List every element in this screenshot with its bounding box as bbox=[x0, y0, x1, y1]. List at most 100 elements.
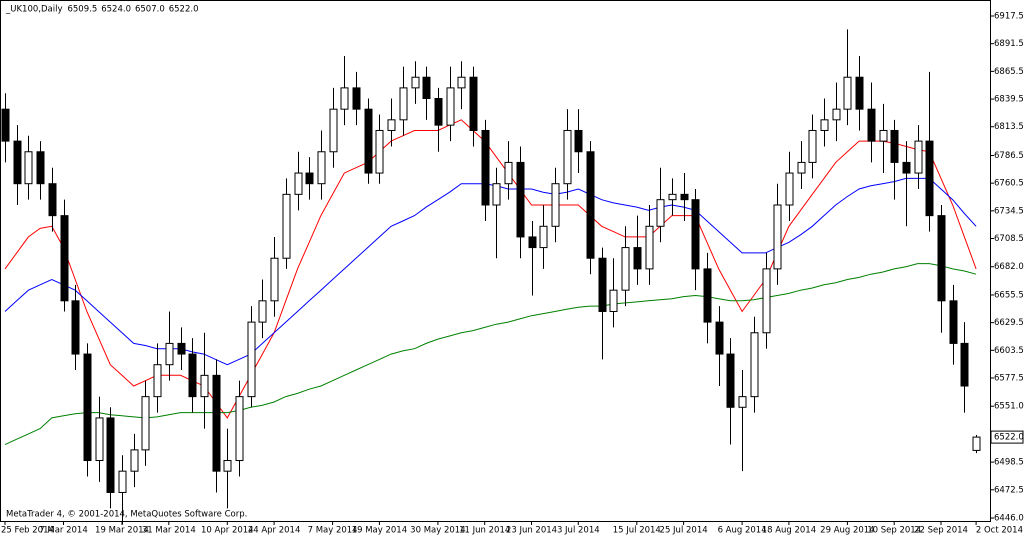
x-tick-label: 23 Jun 2014 bbox=[506, 526, 557, 536]
candle-body bbox=[1, 108, 10, 142]
x-tick-label: 10 Apr 2014 bbox=[201, 526, 254, 536]
candle-body bbox=[563, 129, 572, 185]
candle-body bbox=[879, 129, 888, 142]
candle-body bbox=[130, 449, 139, 472]
header-symbol: _UK100,Daily bbox=[5, 5, 62, 15]
x-tick-label: 7 May 2014 bbox=[308, 526, 358, 536]
candle-body bbox=[504, 161, 513, 185]
candle-body bbox=[738, 396, 747, 408]
candle-body bbox=[317, 151, 326, 185]
candle-body bbox=[399, 87, 408, 121]
candle-body bbox=[680, 193, 689, 201]
x-tick-label: 3 Jul 2014 bbox=[557, 526, 600, 536]
x-tick-label: 18 Aug 2014 bbox=[762, 526, 816, 536]
candle-body bbox=[586, 151, 595, 259]
candle-body bbox=[621, 247, 630, 291]
candle-body bbox=[843, 76, 852, 110]
candle-body bbox=[329, 108, 338, 153]
candle-body bbox=[446, 87, 455, 126]
x-tick-label: 30 May 2014 bbox=[410, 526, 465, 536]
candle-body bbox=[95, 417, 104, 462]
candle-body bbox=[609, 289, 618, 312]
candle-body bbox=[785, 172, 794, 206]
candle-body bbox=[153, 364, 162, 398]
candle-body bbox=[832, 108, 841, 121]
candle-body bbox=[177, 342, 186, 355]
header-value: 6507.0 bbox=[135, 5, 165, 15]
candle-body bbox=[434, 98, 443, 126]
candle-body bbox=[457, 76, 466, 89]
candle-body bbox=[48, 183, 57, 217]
candle-body bbox=[691, 199, 700, 270]
candle-body bbox=[902, 161, 911, 174]
candle-body bbox=[411, 76, 420, 89]
y-tick-label: 6551.0 bbox=[994, 402, 1024, 412]
candle-body bbox=[141, 396, 150, 451]
candle-body bbox=[422, 76, 431, 100]
candle-body bbox=[867, 108, 876, 142]
candle-body bbox=[24, 151, 33, 185]
x-tick-label: 22 Sep 2014 bbox=[914, 526, 968, 536]
copyright: MetaTrader 4, © 2001-2014, MetaQuotes So… bbox=[6, 510, 247, 520]
candle-body bbox=[258, 300, 267, 323]
candle-body bbox=[469, 76, 478, 131]
candle-body bbox=[937, 215, 946, 302]
y-tick-label: 6891.5 bbox=[994, 39, 1024, 49]
candle-body bbox=[481, 129, 490, 206]
y-tick-label: 6577.5 bbox=[994, 374, 1024, 384]
x-tick-label: 24 Apr 2014 bbox=[248, 526, 301, 536]
candle-body bbox=[387, 119, 396, 131]
x-tick-label: 7 Mar 2014 bbox=[39, 526, 87, 536]
candle-body bbox=[528, 236, 537, 249]
y-tick-label: 6708.5 bbox=[994, 234, 1024, 244]
x-tick-label: 15 Jul 2014 bbox=[613, 526, 661, 536]
candle-body bbox=[212, 374, 221, 472]
y-tick-label: 6498.5 bbox=[994, 458, 1024, 468]
candle-body bbox=[726, 353, 735, 408]
x-tick-label: 25 Feb 2014 bbox=[1, 526, 54, 536]
moving-average-line bbox=[4, 119, 977, 419]
candle-body bbox=[574, 129, 583, 153]
candle-body bbox=[949, 300, 958, 344]
candle-body bbox=[36, 151, 45, 185]
candle-body bbox=[247, 321, 256, 398]
candle-body bbox=[13, 140, 22, 185]
candle-body bbox=[750, 332, 759, 398]
candle-body bbox=[223, 460, 232, 472]
candle-body bbox=[294, 172, 303, 195]
candle-body bbox=[516, 161, 525, 238]
y-tick-label: 6839.5 bbox=[994, 95, 1024, 105]
last-price-box bbox=[990, 430, 1024, 444]
candle-body bbox=[83, 353, 92, 462]
header-value: 6509.5 bbox=[67, 5, 97, 15]
candle-body bbox=[890, 129, 899, 163]
header-value: 6524.0 bbox=[101, 5, 131, 15]
y-tick-label: 6446.0 bbox=[994, 514, 1024, 524]
y-tick-label: 6760.5 bbox=[994, 179, 1024, 189]
candle-body bbox=[118, 470, 127, 493]
candle-body bbox=[165, 342, 174, 366]
candle-body bbox=[492, 183, 501, 206]
candle-body bbox=[71, 300, 80, 355]
candle-body bbox=[60, 215, 69, 302]
candle-body bbox=[352, 87, 361, 110]
candle-body bbox=[551, 183, 560, 227]
header-value: 6522.0 bbox=[169, 5, 199, 15]
x-tick-label: 19 May 2014 bbox=[352, 526, 407, 536]
y-tick-label: 6734.5 bbox=[994, 206, 1024, 216]
x-tick-label: 6 Aug 2014 bbox=[718, 526, 767, 536]
candle-body bbox=[855, 76, 864, 110]
x-tick-label: 11 Jun 2014 bbox=[459, 526, 510, 536]
candle-body bbox=[972, 436, 981, 451]
x-tick-label: 29 Aug 2014 bbox=[820, 526, 874, 536]
candle-body bbox=[820, 119, 829, 131]
candle-body bbox=[668, 193, 677, 201]
candle-body bbox=[364, 108, 373, 174]
x-tick-label: 19 Mar 2014 bbox=[95, 526, 149, 536]
x-tick-label: 2 Oct 2014 bbox=[976, 526, 1023, 536]
y-tick-label: 6813.5 bbox=[994, 122, 1024, 132]
candle-body bbox=[375, 129, 384, 174]
candle-body bbox=[914, 140, 923, 174]
